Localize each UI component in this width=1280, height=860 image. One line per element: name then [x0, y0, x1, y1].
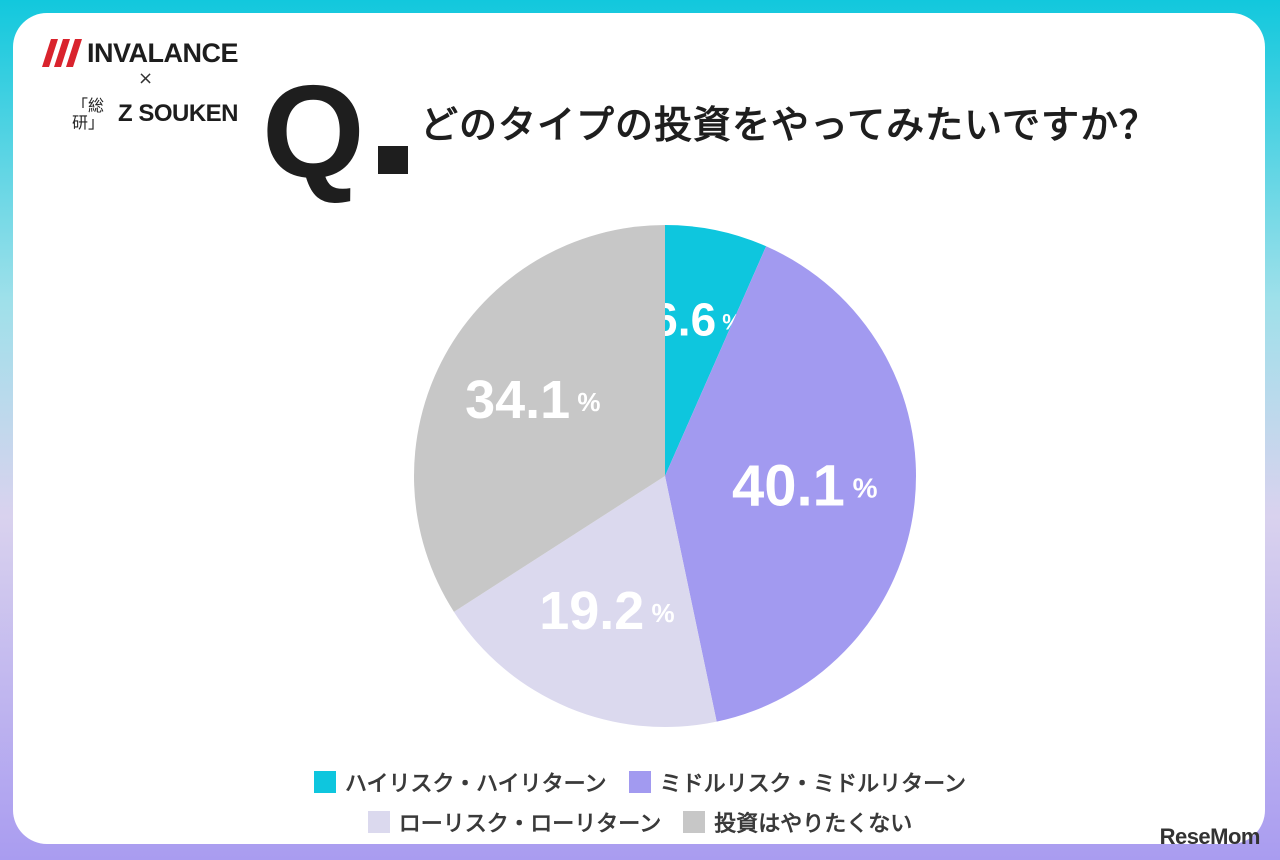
zsouken-logo: 「総 研」 Z SOUKEN — [66, 92, 239, 136]
legend-label: ミドルリスク・ミドルリターン — [659, 772, 967, 797]
pie-data-unit: % — [570, 387, 600, 417]
zsouken-kanji-bottom: 研」 — [71, 113, 104, 132]
legend-label: 投資はやりたくない — [714, 812, 913, 837]
legend-swatch — [628, 771, 651, 793]
question-q-dot — [378, 146, 408, 174]
pie-slice — [665, 246, 917, 722]
zsouken-wordmark: Z SOUKEN — [118, 100, 239, 127]
invalance-stripes-icon — [42, 39, 82, 67]
pie-slice — [665, 225, 767, 476]
legend-item-no-investment: 投資はやりたくない — [683, 806, 912, 838]
pie-data-value: 40.1 — [732, 454, 845, 519]
legend-swatch — [367, 811, 390, 833]
chart-legend: ハイリスク・ハイリターン ミドルリスク・ミドルリターン ローリスク・ローリターン… — [0, 762, 1280, 842]
legend-swatch — [313, 771, 336, 793]
question-title: どのタイプの投資をやってみたいですか？ — [420, 103, 1158, 147]
legend-row-bottom: ローリスク・ローリターン 投資はやりたくない — [0, 802, 1280, 842]
resemom-watermark: ReseMom — [1159, 824, 1261, 849]
legend-label: ハイリスク・ハイリターン — [344, 772, 607, 797]
legend-item-middle-risk: ミドルリスク・ミドルリターン — [628, 766, 967, 798]
pie-data-unit: % — [845, 473, 878, 504]
pie-data-label: 40.1 % — [732, 454, 878, 519]
legend-row-top: ハイリスク・ハイリターン ミドルリスク・ミドルリターン — [0, 762, 1280, 802]
question-q-letter: Q — [262, 58, 365, 205]
zsouken-kanji-mark: 「総 研」 — [66, 97, 110, 131]
pie-data-value: 19.2 — [539, 581, 644, 641]
legend-item-low-risk: ローリスク・ローリターン — [367, 806, 662, 838]
pie-data-label: 34.1 % — [465, 370, 600, 430]
pie-data-label: 19.2 % — [539, 581, 674, 641]
legend-label: ローリスク・ローリターン — [398, 812, 662, 837]
legend-item-high-risk: ハイリスク・ハイリターン — [313, 766, 607, 798]
invalance-wordmark: INVALANCE — [87, 37, 239, 68]
zsouken-kanji-top: 「総 — [71, 96, 104, 115]
pie-data-value: 34.1 — [465, 370, 570, 430]
collaboration-times-mark: × — [138, 68, 154, 89]
invalance-logo: INVALANCE — [42, 37, 239, 68]
legend-swatch — [683, 811, 706, 833]
pie-slice — [453, 476, 717, 727]
pie-slice — [414, 225, 665, 612]
pie-data-unit: % — [644, 598, 674, 628]
